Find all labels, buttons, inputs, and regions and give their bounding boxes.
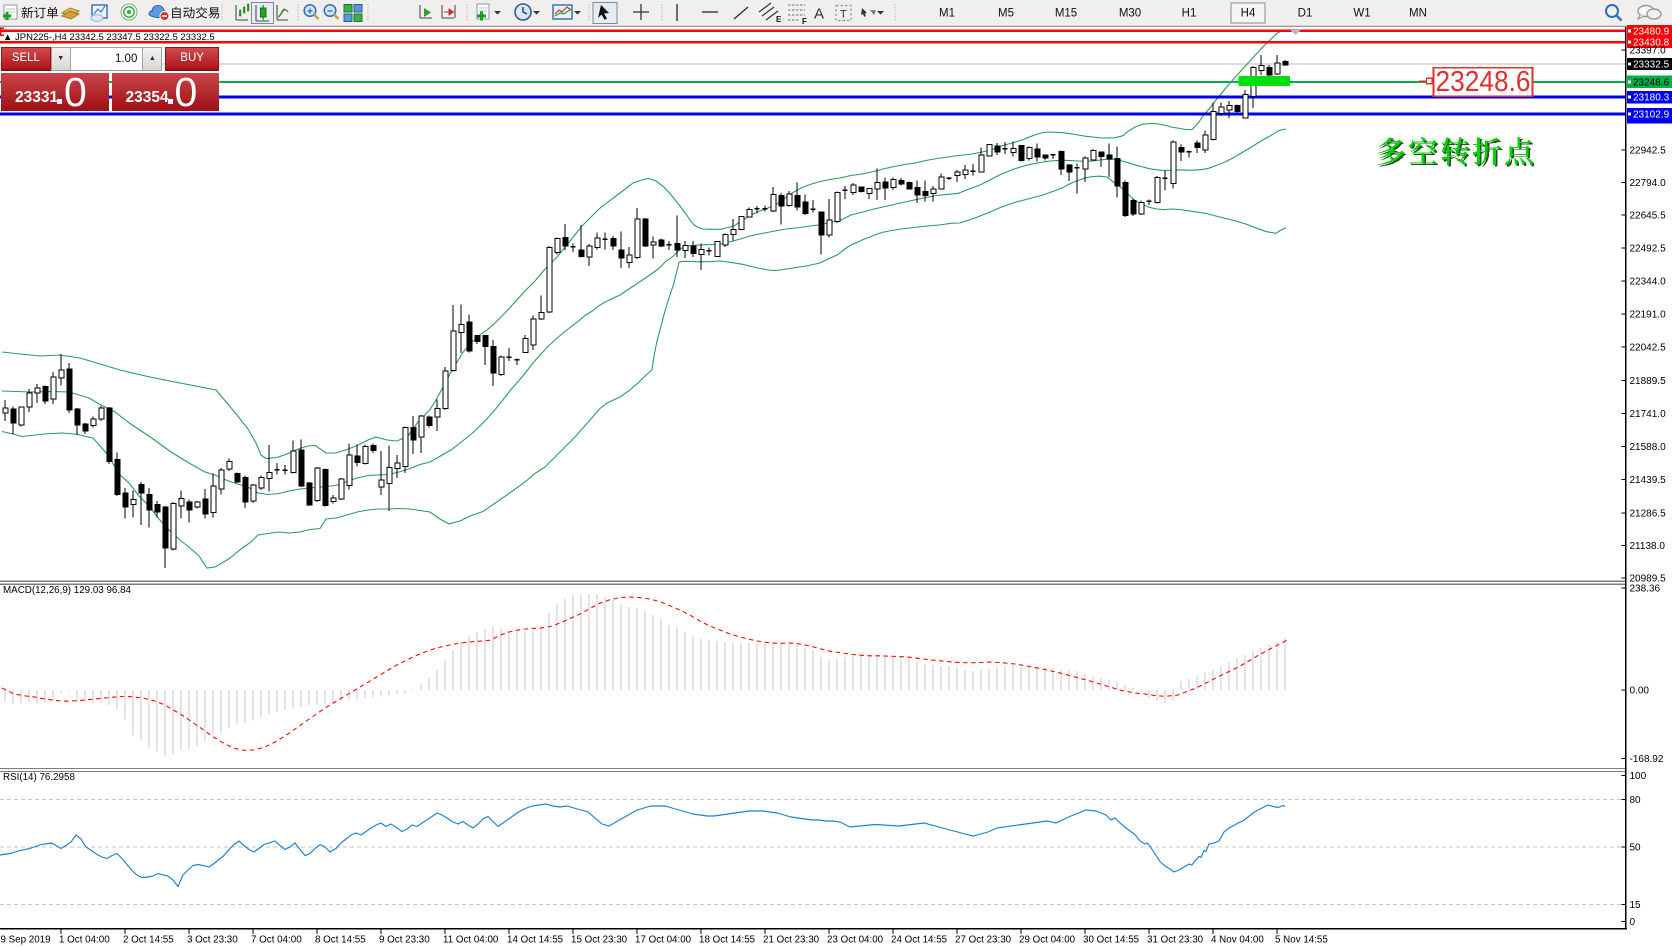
svg-text:100: 100 bbox=[1630, 771, 1647, 782]
svg-text:D1: D1 bbox=[1298, 8, 1313, 20]
svg-text:22492.5: 22492.5 bbox=[1630, 244, 1667, 255]
svg-text:5 Nov 14:55: 5 Nov 14:55 bbox=[1275, 935, 1328, 946]
svg-text:F: F bbox=[802, 17, 807, 26]
svg-text:M5: M5 bbox=[998, 8, 1014, 20]
svg-text:22191.0: 22191.0 bbox=[1630, 310, 1667, 321]
svg-text:MACD(12,26,9) 129.03 96.84: MACD(12,26,9) 129.03 96.84 bbox=[3, 585, 132, 596]
svg-text:23102.9: 23102.9 bbox=[1633, 110, 1670, 121]
svg-text:T: T bbox=[840, 9, 847, 21]
svg-text:29 Oct 04:00: 29 Oct 04:00 bbox=[1019, 935, 1076, 946]
svg-text:21588.0: 21588.0 bbox=[1630, 442, 1667, 453]
svg-text:W1: W1 bbox=[1353, 8, 1370, 20]
svg-text:23248.6: 23248.6 bbox=[1436, 66, 1531, 98]
svg-text:23 Oct 04:00: 23 Oct 04:00 bbox=[827, 935, 884, 946]
svg-text:21741.0: 21741.0 bbox=[1630, 409, 1667, 420]
svg-text:22344.0: 22344.0 bbox=[1630, 277, 1667, 288]
svg-text:24 Oct 14:55: 24 Oct 14:55 bbox=[891, 935, 948, 946]
svg-text:22645.5: 22645.5 bbox=[1630, 211, 1667, 222]
svg-text:29 Sep 2019: 29 Sep 2019 bbox=[0, 935, 51, 946]
svg-text:23248.6: 23248.6 bbox=[1633, 77, 1670, 88]
svg-text:50: 50 bbox=[1630, 843, 1642, 854]
svg-text:MN: MN bbox=[1409, 8, 1427, 20]
svg-text:23397.0: 23397.0 bbox=[1630, 45, 1667, 56]
svg-text:E: E bbox=[776, 15, 782, 24]
svg-text:15 Oct 23:30: 15 Oct 23:30 bbox=[571, 935, 628, 946]
svg-text:8 Oct 14:55: 8 Oct 14:55 bbox=[315, 935, 366, 946]
svg-text:1 Oct 04:00: 1 Oct 04:00 bbox=[59, 935, 110, 946]
svg-text:RSI(14) 76.2958: RSI(14) 76.2958 bbox=[3, 772, 75, 783]
svg-text:20989.5: 20989.5 bbox=[1630, 574, 1667, 585]
svg-text:23480.9: 23480.9 bbox=[1633, 27, 1670, 38]
svg-text:3 Oct 23:30: 3 Oct 23:30 bbox=[187, 935, 238, 946]
svg-text:17 Oct 04:00: 17 Oct 04:00 bbox=[635, 935, 692, 946]
svg-text:4 Nov 04:00: 4 Nov 04:00 bbox=[1211, 935, 1264, 946]
svg-text:21889.5: 21889.5 bbox=[1630, 376, 1667, 387]
svg-text:15: 15 bbox=[1630, 900, 1642, 911]
svg-text:21439.5: 21439.5 bbox=[1630, 475, 1667, 486]
svg-text:▲ JPN225-,H4 23342.5 23347.5: ▲ JPN225-,H4 23342.5 23347.5 23322.5 233… bbox=[3, 32, 215, 43]
svg-text:M1: M1 bbox=[939, 8, 955, 20]
svg-text:M30: M30 bbox=[1119, 8, 1141, 20]
svg-text:31 Oct 23:30: 31 Oct 23:30 bbox=[1147, 935, 1204, 946]
svg-text:21138.0: 21138.0 bbox=[1630, 541, 1666, 552]
svg-text:22794.0: 22794.0 bbox=[1630, 178, 1667, 189]
svg-text:27 Oct 23:30: 27 Oct 23:30 bbox=[955, 935, 1012, 946]
svg-text:22042.5: 22042.5 bbox=[1630, 343, 1667, 354]
svg-text:11 Oct 04:00: 11 Oct 04:00 bbox=[443, 935, 499, 946]
svg-text:H1: H1 bbox=[1182, 8, 1197, 20]
svg-text:2 Oct 14:55: 2 Oct 14:55 bbox=[123, 935, 174, 946]
svg-text:238.36: 238.36 bbox=[1630, 584, 1661, 595]
svg-text:7 Oct 04:00: 7 Oct 04:00 bbox=[251, 935, 302, 946]
svg-text:14 Oct 14:55: 14 Oct 14:55 bbox=[507, 935, 564, 946]
svg-text:21 Oct 23:30: 21 Oct 23:30 bbox=[763, 935, 820, 946]
svg-text:21286.5: 21286.5 bbox=[1630, 509, 1667, 520]
svg-text:A: A bbox=[814, 6, 824, 23]
svg-text:22942.5: 22942.5 bbox=[1630, 146, 1667, 157]
svg-text:23332.5: 23332.5 bbox=[1633, 60, 1670, 71]
svg-text:30 Oct 14:55: 30 Oct 14:55 bbox=[1083, 935, 1140, 946]
svg-text:9 Oct 23:30: 9 Oct 23:30 bbox=[379, 935, 430, 946]
svg-text:0: 0 bbox=[1630, 917, 1636, 928]
svg-text:23180.3: 23180.3 bbox=[1633, 93, 1670, 104]
svg-text:23430.8: 23430.8 bbox=[1633, 37, 1670, 48]
svg-text:M15: M15 bbox=[1055, 8, 1077, 20]
svg-text:H4: H4 bbox=[1241, 8, 1256, 20]
svg-text:0.00: 0.00 bbox=[1630, 686, 1650, 697]
svg-text:18 Oct 14:55: 18 Oct 14:55 bbox=[699, 935, 756, 946]
svg-text:-168.92: -168.92 bbox=[1630, 754, 1664, 765]
svg-text:80: 80 bbox=[1630, 795, 1642, 806]
